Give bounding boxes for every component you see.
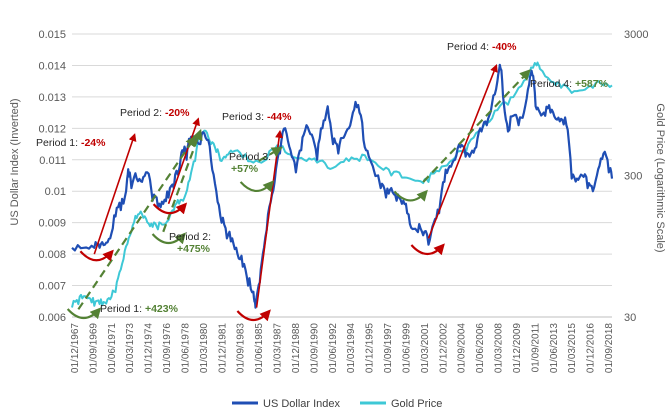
left-tick-label: 0.007 [38, 281, 66, 293]
gold-turn-marker [151, 232, 187, 245]
left-axis-title: US Dollar Index (Inverted) [9, 98, 21, 225]
x-tick-label: 01/06/2006 [475, 323, 486, 373]
series-line-us-dollar-index [71, 63, 614, 309]
x-tick-label: 01/06/1992 [328, 323, 339, 373]
dollar-turn-marker [79, 249, 114, 262]
right-tick-label: 300 [624, 171, 642, 183]
left-tick-label: 0.006 [38, 312, 66, 324]
x-tick-label: 01/12/1981 [217, 323, 228, 373]
dollar-turn-marker [410, 243, 445, 256]
left-axis-ticks: 0.015 0.014 0.013 0.012 0.011 0.01 0.009 0.008 0… [38, 29, 66, 324]
right-tick-label: 30 [624, 312, 636, 324]
x-tick-label: 01/03/2001 [420, 323, 431, 373]
left-tick-label: 0.015 [38, 29, 66, 41]
x-tick-label: 01/12/1995 [365, 323, 376, 373]
left-tick-label: 0.014 [38, 60, 66, 72]
x-tick-label: 01/03/1994 [346, 323, 357, 373]
x-tick-label: 01/09/2011 [530, 323, 541, 373]
annotation-label: Period 4: +587% [530, 78, 609, 90]
annotation-label: Period 2: -20% [120, 107, 190, 119]
series-layer [71, 61, 614, 309]
left-tick-label: 0.008 [38, 249, 66, 261]
left-tick-label: 0.012 [38, 123, 66, 135]
x-tick-label: 01/09/1990 [309, 323, 320, 373]
dollar-turn-marker [236, 309, 271, 322]
gold-turn-marker [239, 180, 275, 193]
left-tick-label: 0.01 [45, 186, 66, 198]
dollar-decline-arrow [93, 133, 137, 255]
left-tick-label: 0.013 [38, 92, 66, 104]
gold-rally-arrow [422, 69, 531, 183]
series-line-gold-price [71, 61, 613, 308]
x-tick-label: 01/06/1999 [401, 323, 412, 373]
x-tick-label: 01/06/2013 [549, 323, 560, 373]
x-tick-label: 01/09/1983 [236, 323, 247, 373]
gold-rally-arrow [258, 146, 283, 162]
right-axis-ticks: 3000 300 30 [624, 29, 648, 324]
annotation-label: Period 1: +423% [100, 303, 179, 315]
dollar-decline-arrow [255, 129, 284, 308]
annotation-label: Period 4: -40% [447, 41, 517, 53]
x-tick-label: 01/12/2009 [512, 323, 523, 373]
x-tick-label: 01/12/2002 [438, 323, 449, 373]
gold-turn-marker [393, 189, 428, 202]
x-tick-label: 01/06/1985 [254, 323, 265, 373]
gold-rally-arrow [162, 128, 203, 233]
left-tick-label: 0.009 [38, 218, 66, 230]
right-axis-title: Gold Price (Logarithmic Scale) [654, 103, 666, 252]
x-tick-label: 01/03/2015 [567, 323, 578, 373]
annotation-label: Period 1: -24% [36, 137, 106, 149]
x-tick-label: 01/06/1971 [107, 323, 118, 373]
gold-rally-arrow [77, 135, 197, 310]
x-tick-label: 01/03/1980 [199, 323, 210, 373]
x-tick-label: 01/09/2004 [457, 323, 468, 373]
legend-label-us-dollar-index: US Dollar Index [263, 398, 341, 410]
x-tick-label: 01/09/1969 [88, 323, 99, 373]
x-tick-label: 01/12/1974 [144, 323, 155, 373]
annotation-label: Period 2: +475% [169, 231, 211, 255]
x-tick-label: 01/03/1973 [125, 323, 136, 373]
x-tick-label: 01/03/1987 [273, 323, 284, 373]
x-axis-ticks: 01/12/1967 01/09/1969 01/06/1971 01/03/1973… [70, 316, 615, 373]
x-tick-label: 01/09/1997 [383, 323, 394, 373]
x-tick-label: 01/06/1978 [180, 323, 191, 373]
dollar-decline-arrow [427, 63, 498, 239]
annotation-label: Period 3: +57% [229, 151, 271, 175]
x-tick-label: 01/09/1976 [162, 323, 173, 373]
gold-turn-marker [66, 307, 102, 320]
x-tick-label: 01/12/1988 [291, 323, 302, 373]
x-tick-label: 01/12/2016 [586, 323, 597, 373]
legend-label-gold-price: Gold Price [391, 398, 442, 410]
annotation-label: Period 3: -44% [222, 111, 292, 123]
right-tick-label: 3000 [624, 29, 648, 41]
left-tick-label: 0.011 [39, 155, 66, 167]
x-tick-label: 01/09/2018 [604, 323, 615, 373]
dollar-turn-marker [152, 202, 188, 215]
legend: US Dollar Index Gold Price [232, 398, 442, 410]
x-tick-label: 01/03/2008 [494, 323, 505, 373]
annotation-layer: Period 1: -24% Period 2: -20% Period 3: -4… [36, 41, 609, 322]
x-tick-label: 01/12/1967 [70, 323, 81, 373]
